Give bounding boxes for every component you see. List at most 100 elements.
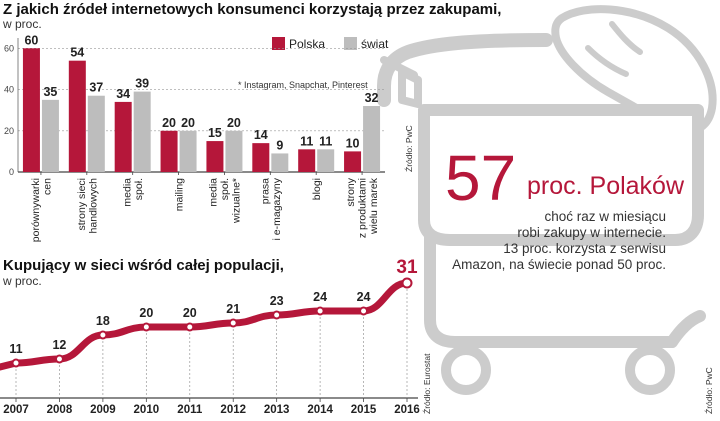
bar-category-label-line: społ. (219, 178, 231, 200)
bar-y-tick-label: 20 (4, 126, 14, 136)
bar-value-polska: 11 (300, 134, 313, 148)
bar-value-swiat: 11 (319, 134, 332, 148)
bar-polska (298, 149, 316, 172)
line-value-label: 20 (139, 306, 153, 320)
callout-line-4: Amazon, na świecie ponad 50 proc. (452, 257, 666, 272)
line-year-label: 2008 (47, 404, 73, 416)
bar-category-label-line: i e-magazyny (271, 177, 283, 240)
bar-polska (114, 101, 132, 172)
line-point (272, 310, 282, 320)
bar-value-swiat: 32 (365, 91, 379, 105)
line-point (185, 322, 195, 332)
bar-chart: 0 20 40 60 60 35 porównywarkicen 54 37 strony sie… (4, 33, 385, 242)
line-year-label: 2016 (394, 404, 420, 416)
line-series (0, 279, 411, 371)
bar-chart-subtitle: w proc. (2, 17, 42, 31)
bar-value-polska: 60 (24, 33, 38, 47)
line-value-label: 11 (9, 342, 22, 356)
shopping-cart-mouse-icon (377, 5, 717, 395)
legend-label-polska: Polska (289, 37, 325, 51)
bar-category-label: blogi (311, 178, 323, 200)
callout-line-1: choć raz w miesiącu (544, 209, 666, 224)
bar-swiat (41, 99, 59, 172)
bar-category-label: porównywarkicen (30, 178, 54, 242)
bar-value-polska: 10 (346, 136, 360, 150)
line-point (98, 330, 108, 340)
bar-swiat (179, 130, 197, 172)
callout-line-3: 13 proc. korzysta z serwisu (503, 241, 666, 256)
bar-polska (344, 151, 362, 172)
line-year-label: 2015 (351, 404, 377, 416)
bar-chart-source: Źródło: PwC (404, 125, 414, 172)
bar-category-label-line: prasa (259, 178, 271, 204)
line-value-label: 23 (270, 294, 284, 308)
bar-category-label: prasai e-magazyny (259, 177, 283, 240)
callout-source: Źródło: PwC (704, 367, 714, 414)
bar-category-label-line: wizualne* (230, 178, 242, 224)
line-chart-subtitle: w proc. (2, 274, 42, 288)
bar-category-label-line: strony sieci (76, 178, 88, 231)
line-value-label: 18 (96, 314, 110, 328)
bar-polska (160, 130, 178, 172)
bar-chart-legend: Polska świat (272, 37, 389, 51)
line-point (315, 306, 325, 316)
callout-big-number: 57 (445, 142, 516, 214)
bar-category-label-line: strony (345, 177, 357, 206)
line-year-label: 2011 (177, 404, 203, 416)
bar-category-label-line: wielu marek (368, 177, 380, 235)
line-point (54, 354, 64, 364)
bar-value-polska: 14 (254, 128, 268, 142)
line-point (141, 322, 151, 332)
bar-category-label-line: porównywarki (30, 178, 42, 242)
line-year-label: 2012 (220, 404, 246, 416)
bar-value-swiat: 37 (89, 81, 103, 95)
line-value-label: 21 (226, 302, 240, 316)
legend-swatch-polska (272, 37, 285, 50)
bar-value-polska: 20 (162, 116, 176, 130)
line-year-label: 2007 (3, 404, 29, 416)
line-value-label: 24 (313, 290, 327, 304)
bar-category-label-line: blogi (311, 178, 323, 200)
line-value-label: 20 (183, 306, 197, 320)
bar-category-label-line: cen (41, 178, 53, 195)
line-chart-source: Źródło: Eurostat (422, 353, 432, 414)
bar-category-label-line: media (207, 178, 219, 207)
bar-value-polska: 54 (70, 46, 84, 60)
bar-y-tick-label: 40 (4, 85, 14, 95)
line-point (11, 358, 21, 368)
bar-category-label: mediaspoł. (122, 178, 146, 207)
callout-big-label: proc. Polaków (527, 172, 685, 200)
bar-value-swiat: 20 (227, 116, 241, 130)
callout: 57 proc. Polaków choć raz w miesiącu rob… (445, 142, 714, 414)
line-point (228, 318, 238, 328)
bar-value-swiat: 9 (276, 138, 283, 152)
bar-category-label-line: handlowych (87, 178, 99, 234)
bar-polska (68, 60, 86, 172)
bar-value-swiat: 20 (181, 116, 195, 130)
line-point (359, 306, 369, 316)
line-year-label: 2009 (90, 404, 116, 416)
line-value-label: 24 (357, 290, 371, 304)
bar-category-label-line: z produktami (357, 178, 369, 238)
bar-chart-title: Z jakich źródeł internetowych konsumenci… (3, 1, 501, 18)
bar-category-label-line: media (122, 178, 134, 207)
bar-swiat (133, 91, 151, 172)
bar-chart-note: * Instagram, Snapchat, Pinterest (238, 80, 368, 90)
line-point (401, 277, 413, 289)
line-value-label: 31 (396, 257, 418, 278)
bar-value-swiat: 39 (135, 77, 149, 91)
line-value-label: 12 (52, 338, 66, 352)
bar-y-tick-label: 60 (4, 43, 14, 53)
bar-category-label: strony siecihandlowych (76, 178, 100, 234)
bar-swiat (225, 130, 243, 172)
bar-swiat (363, 106, 381, 172)
callout-line-2: robi zakupy w internecie. (517, 225, 666, 240)
bar-value-swiat: 35 (43, 85, 57, 99)
bar-polska (22, 48, 40, 172)
line-year-label: 2013 (264, 404, 290, 416)
bar-swiat (87, 95, 105, 172)
bar-category-label: mediaspoł.wizualne* (207, 178, 242, 224)
bar-category-label-line: społ. (133, 178, 145, 200)
